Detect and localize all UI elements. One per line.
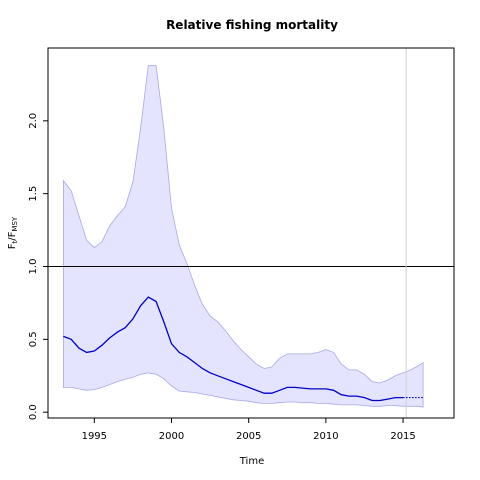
- y-axis-label: Ft/FMSY: [7, 216, 19, 249]
- y-tick-label: 2.0: [28, 113, 39, 129]
- y-label-sub-t: t: [11, 240, 19, 243]
- x-tick-label: 2010: [313, 431, 338, 442]
- chart-title: Relative fishing mortality: [166, 18, 338, 32]
- x-axis-label: Time: [239, 456, 264, 467]
- confidence-band: [63, 65, 424, 408]
- y-tick-label: 0.5: [28, 331, 39, 347]
- x-tick-label: 2015: [390, 431, 415, 442]
- y-tick-label: 1.0: [28, 259, 39, 275]
- y-label-sep: /F: [7, 231, 18, 240]
- y-tick-label: 0.0: [28, 404, 39, 420]
- estimate-line: [63, 296, 404, 402]
- x-axis: 1995 2000 2005 2010 2015: [82, 418, 416, 442]
- x-tick-label: 2000: [159, 431, 184, 442]
- plot-area: [48, 48, 454, 418]
- y-axis: 0.0 0.5 1.0 1.5 2.0: [28, 113, 48, 420]
- y-tick-label: 1.5: [28, 186, 39, 202]
- x-tick-label: 2005: [236, 431, 261, 442]
- y-label-sub-msy: MSY: [11, 216, 19, 231]
- x-tick-label: 1995: [82, 431, 107, 442]
- plot-frame: [47, 47, 455, 419]
- y-label-main: F: [7, 243, 18, 249]
